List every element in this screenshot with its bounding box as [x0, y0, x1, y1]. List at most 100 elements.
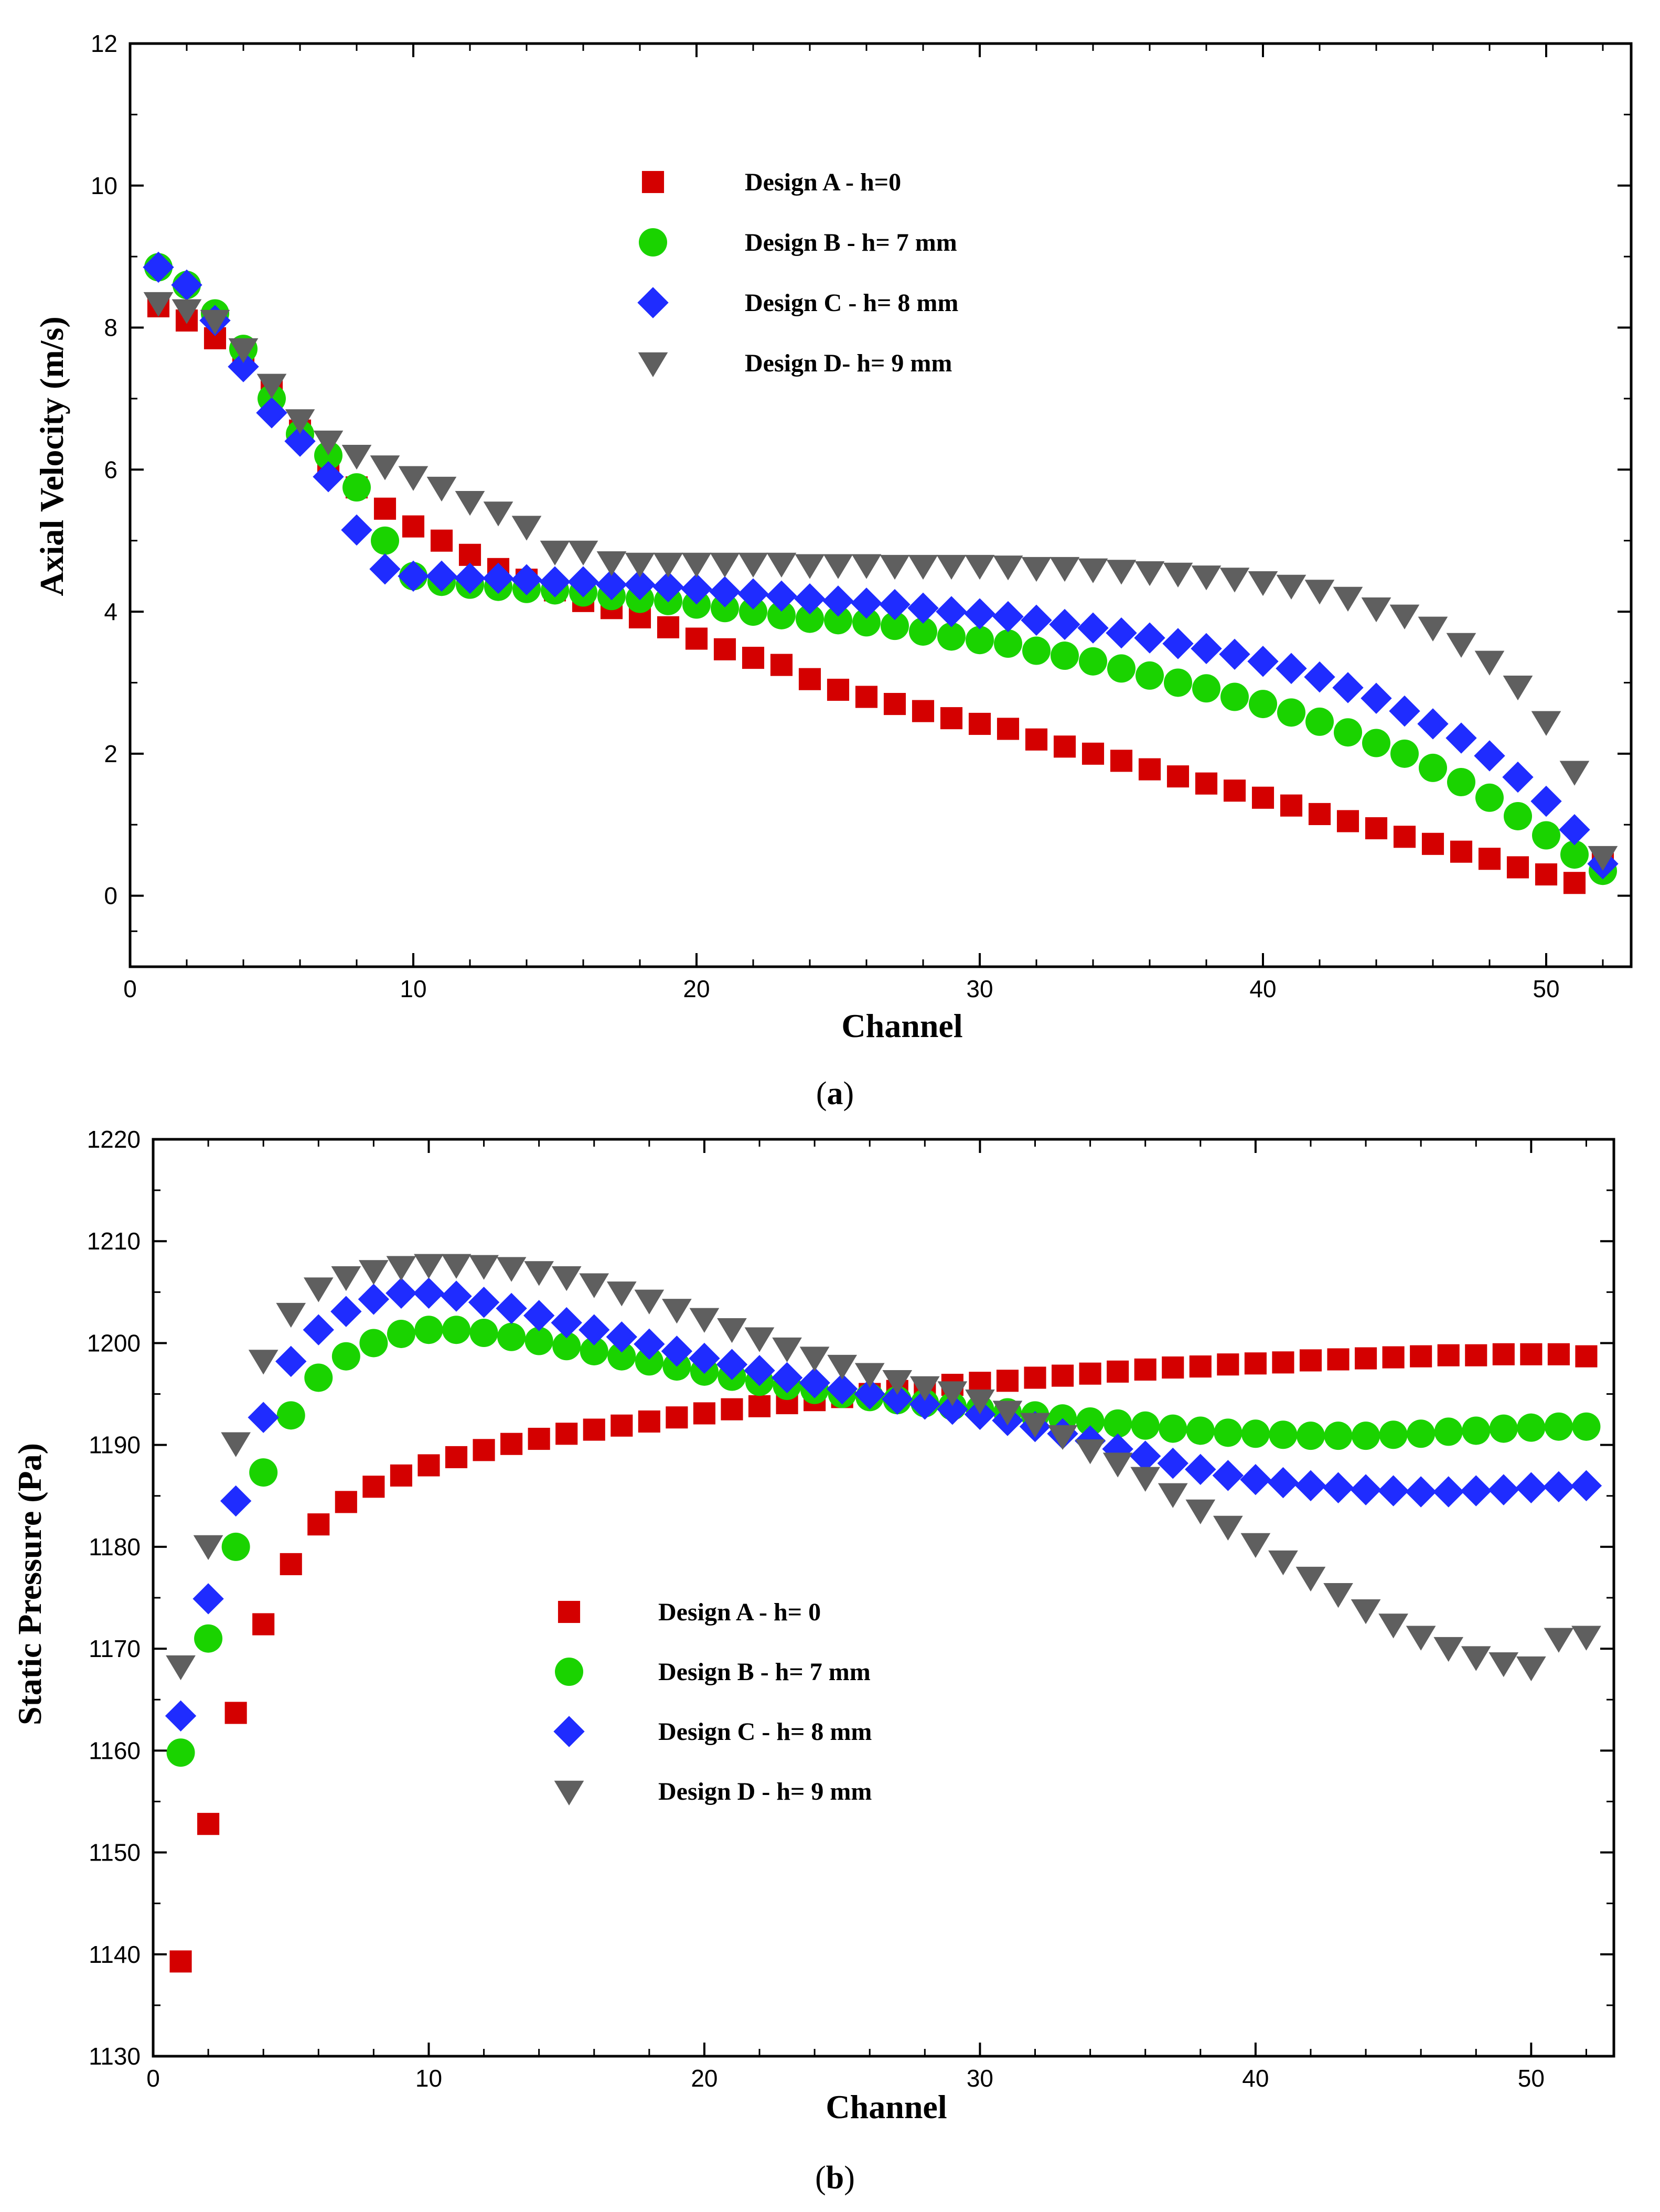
data-point	[1504, 802, 1532, 830]
data-point	[709, 576, 741, 607]
data-point	[685, 627, 708, 650]
data-point	[1295, 1470, 1326, 1502]
data-point	[1382, 1346, 1405, 1369]
series-4	[143, 292, 1618, 871]
data-point	[1247, 646, 1279, 677]
data-point	[1134, 622, 1165, 654]
data-point	[1164, 668, 1192, 697]
data-point	[1544, 1628, 1574, 1653]
data-point	[1129, 1440, 1161, 1472]
b-legend: Design A - h= 0 Design B - h= 7 mm Design …	[553, 1598, 872, 1805]
a-legend: Design A - h=0 Design B - h= 7 mm Design C…	[637, 168, 958, 377]
data-point	[657, 616, 680, 638]
data-point	[256, 373, 287, 399]
data-point	[441, 1254, 472, 1279]
data-point	[851, 554, 882, 579]
data-point	[524, 1327, 553, 1355]
data-point	[854, 1378, 885, 1410]
data-point	[1130, 1467, 1161, 1492]
data-point	[1405, 1476, 1437, 1508]
data-point	[579, 1314, 610, 1345]
data-point	[1327, 1348, 1350, 1371]
data-point	[335, 1491, 357, 1513]
data-point	[220, 1485, 252, 1517]
data-point	[1352, 1422, 1380, 1450]
data-point	[540, 540, 570, 565]
data-point	[248, 1350, 279, 1375]
data-point	[799, 1367, 830, 1398]
data-point	[568, 540, 598, 565]
data-point	[1502, 761, 1534, 793]
data-point	[1445, 722, 1477, 754]
x-tick-label: 30	[966, 975, 993, 1002]
data-point	[414, 1316, 443, 1344]
data-point	[402, 515, 425, 538]
data-point	[500, 1433, 523, 1455]
a-data-points	[143, 251, 1619, 894]
legend-label: Design A - h= 0	[658, 1598, 821, 1626]
legend-marker	[555, 1658, 583, 1686]
y-tick-label: 1170	[89, 1635, 141, 1662]
data-point	[1563, 872, 1586, 894]
x-tick-label: 50	[1518, 2065, 1545, 2092]
data-point	[1572, 1412, 1601, 1441]
data-point	[1532, 821, 1560, 850]
data-point	[1506, 856, 1529, 879]
data-point	[1379, 1420, 1408, 1449]
data-point	[1418, 616, 1448, 642]
data-point	[1136, 661, 1164, 690]
data-point	[385, 1277, 417, 1309]
data-point	[1559, 761, 1590, 786]
data-point	[1361, 597, 1391, 623]
data-point	[992, 1401, 1023, 1426]
data-point	[1389, 604, 1420, 629]
data-point	[1588, 846, 1618, 871]
data-point	[1022, 636, 1051, 665]
data-point	[166, 1738, 195, 1767]
data-point	[1049, 608, 1080, 640]
data-point	[497, 1322, 526, 1351]
a-y-axis-title: Axial Velocity (m/s)	[33, 316, 70, 596]
data-point	[1219, 638, 1250, 670]
a-x-axis-title: Channel	[841, 1007, 962, 1044]
data-point	[634, 1328, 665, 1360]
data-point	[1515, 1472, 1547, 1503]
data-point	[1295, 1566, 1326, 1592]
data-point	[275, 1345, 307, 1377]
data-point	[1191, 565, 1222, 591]
data-point	[1240, 1533, 1271, 1558]
data-point	[1336, 810, 1359, 832]
data-point	[1362, 729, 1390, 757]
data-point	[197, 1813, 220, 1835]
data-point	[496, 1292, 527, 1324]
data-point	[1575, 1345, 1598, 1367]
data-point	[1543, 1471, 1575, 1502]
data-point	[681, 552, 712, 578]
data-point	[473, 1439, 495, 1461]
data-point	[717, 1318, 747, 1343]
data-point	[937, 622, 966, 651]
data-point	[249, 1458, 278, 1487]
y-tick-label: 1190	[89, 1431, 141, 1459]
data-point	[1268, 1550, 1298, 1576]
data-point	[1377, 1475, 1409, 1506]
data-point	[907, 592, 939, 624]
data-point	[314, 441, 342, 470]
data-point	[1157, 1447, 1188, 1479]
data-point	[224, 1702, 247, 1724]
data-point	[662, 1299, 692, 1324]
data-point	[742, 647, 765, 669]
x-tick-label: 50	[1533, 975, 1559, 1002]
x-tick-label: 0	[123, 975, 137, 1002]
data-point	[362, 1476, 385, 1498]
data-point	[826, 1373, 858, 1405]
data-point	[304, 1363, 333, 1392]
data-point	[445, 1446, 468, 1469]
data-point	[1450, 840, 1473, 863]
data-point	[1079, 647, 1107, 676]
data-point	[1240, 1464, 1271, 1495]
data-point	[1517, 1413, 1546, 1442]
data-point	[194, 1624, 223, 1653]
data-point	[794, 583, 826, 615]
data-point	[221, 1432, 251, 1457]
